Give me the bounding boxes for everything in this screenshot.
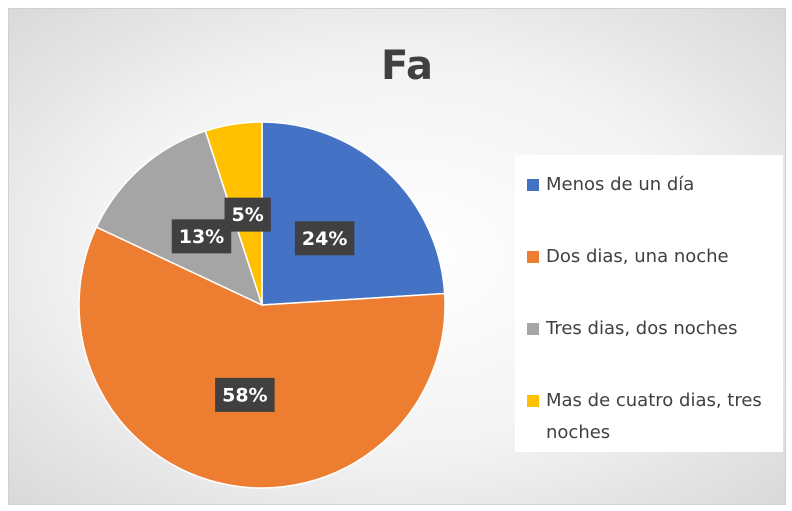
legend-entry: Mas de cuatro dias, tres noches [527, 385, 781, 449]
pie-slice [78, 226, 446, 489]
data-label-box [294, 221, 355, 256]
legend-entry: Tres dias, dos noches [527, 313, 781, 345]
data-label: 58% [215, 377, 275, 412]
legend-label: Tres dias, dos noches [546, 318, 738, 339]
data-label-text: 58% [222, 384, 267, 406]
data-label: 13% [171, 219, 232, 254]
data-label-box [215, 377, 275, 412]
data-label-text: 5% [232, 204, 264, 226]
data-label: 24% [294, 221, 355, 256]
legend-entry: Dos dias, una noche [527, 241, 781, 273]
data-label: 5% [224, 197, 271, 232]
chart-title: Fa [381, 43, 433, 89]
pie-slice [261, 121, 446, 306]
data-label-box [171, 219, 232, 254]
legend-entry: Menos de un día [527, 169, 781, 201]
legend-label: Menos de un día [546, 174, 695, 195]
data-label-text: 13% [179, 226, 224, 248]
legend-swatch [527, 395, 539, 407]
legend-swatch [527, 179, 539, 191]
data-label-text: 24% [302, 228, 347, 250]
legend-swatch [527, 251, 539, 263]
pie-slice [95, 130, 264, 307]
data-label-box [224, 197, 271, 232]
legend-label: Mas de cuatro dias, tres noches [546, 390, 762, 443]
legend-swatch [527, 323, 539, 335]
legend-label: Dos dias, una noche [546, 246, 729, 267]
legend: Menos de un día Dos dias, una noche Tres d… [515, 155, 783, 452]
